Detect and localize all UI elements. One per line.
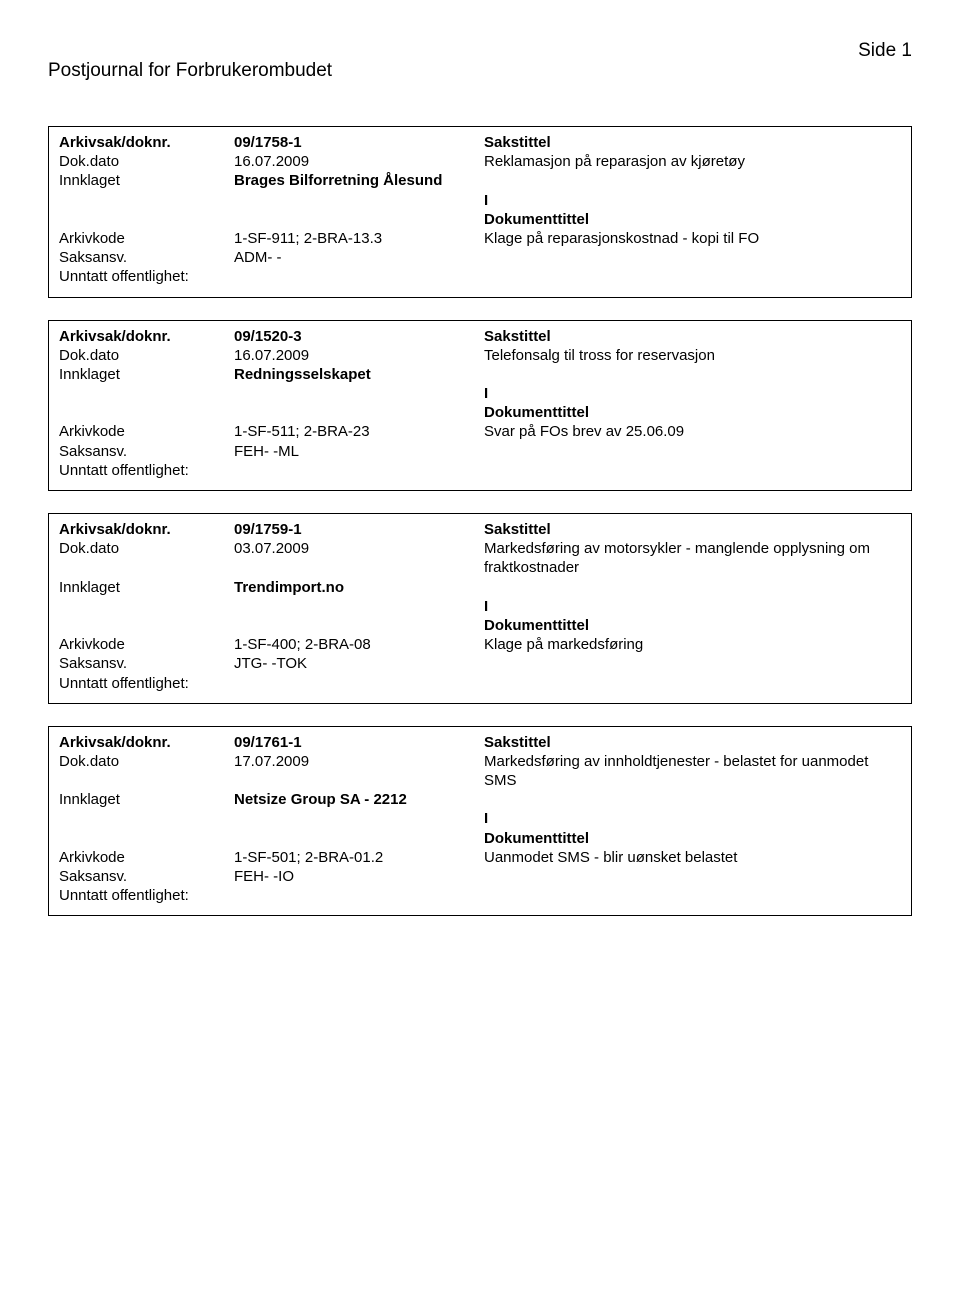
arkivsak-value: 09/1758-1 <box>234 133 484 152</box>
dokdato-value: 16.07.2009 <box>234 152 484 171</box>
sakstittel-value: Reklamasjon på reparasjon av kjøretøy <box>484 152 901 171</box>
page-number: Side 1 <box>858 40 912 62</box>
arkivsak-label: Arkivsak/doknr. <box>59 327 234 346</box>
arkivkode-value: 1-SF-911; 2-BRA-13.3 <box>234 229 484 248</box>
innklaget-label: Innklaget <box>59 171 234 190</box>
saksansv-value: FEH- -IO <box>234 867 484 886</box>
unntatt-label: Unntatt offentlighet: <box>59 886 189 905</box>
arkivkode-label: Arkivkode <box>59 229 234 248</box>
dokdato-label: Dok.dato <box>59 539 234 558</box>
innklaget-value: Brages Bilforretning Ålesund <box>234 171 484 190</box>
doktittel-value: Svar på FOs brev av 25.06.09 <box>484 422 901 441</box>
dokdato-label: Dok.dato <box>59 152 234 171</box>
arkivkode-label: Arkivkode <box>59 848 234 867</box>
doktittel-value: Klage på markedsføring <box>484 635 901 654</box>
io-value: I <box>484 597 901 616</box>
sakstittel-label: Sakstittel <box>484 733 901 752</box>
dokdato-label: Dok.dato <box>59 346 234 365</box>
saksansv-label: Saksansv. <box>59 654 234 673</box>
arkivkode-label: Arkivkode <box>59 422 234 441</box>
dokdato-value: 16.07.2009 <box>234 346 484 365</box>
sakstittel-label: Sakstittel <box>484 133 901 152</box>
arkivsak-value: 09/1520-3 <box>234 327 484 346</box>
saksansv-label: Saksansv. <box>59 442 234 461</box>
arkivsak-label: Arkivsak/doknr. <box>59 733 234 752</box>
journal-entry: Arkivsak/doknr. 09/1759-1 Sakstittel Dok… <box>48 513 912 704</box>
dokumenttittel-label: Dokumenttittel <box>484 829 901 848</box>
io-value: I <box>484 809 901 828</box>
arkivkode-label: Arkivkode <box>59 635 234 654</box>
innklaget-label: Innklaget <box>59 365 234 384</box>
dokumenttittel-label: Dokumenttittel <box>484 210 901 229</box>
io-value: I <box>484 384 901 403</box>
saksansv-label: Saksansv. <box>59 248 234 267</box>
unntatt-label: Unntatt offentlighet: <box>59 674 189 693</box>
sakstittel-value: Markedsføring av innholdtjenester - bela… <box>484 752 901 790</box>
dokdato-label: Dok.dato <box>59 752 234 771</box>
sakstittel-value: Markedsføring av motorsykler - manglende… <box>484 539 901 577</box>
dokumenttittel-label: Dokumenttittel <box>484 616 901 635</box>
dokdato-value: 03.07.2009 <box>234 539 484 558</box>
saksansv-value: FEH- -ML <box>234 442 484 461</box>
innklaget-value: Trendimport.no <box>234 578 484 597</box>
journal-title: Postjournal for Forbrukerombudet <box>48 60 332 82</box>
arkivsak-value: 09/1759-1 <box>234 520 484 539</box>
entries-container: Arkivsak/doknr. 09/1758-1 Sakstittel Dok… <box>48 126 912 916</box>
innklaget-value: Netsize Group SA - 2212 <box>234 790 484 809</box>
io-value: I <box>484 191 901 210</box>
arkivsak-label: Arkivsak/doknr. <box>59 520 234 539</box>
innklaget-label: Innklaget <box>59 578 234 597</box>
saksansv-value: ADM- - <box>234 248 484 267</box>
innklaget-label: Innklaget <box>59 790 234 809</box>
unntatt-label: Unntatt offentlighet: <box>59 267 189 286</box>
arkivsak-label: Arkivsak/doknr. <box>59 133 234 152</box>
journal-entry: Arkivsak/doknr. 09/1758-1 Sakstittel Dok… <box>48 126 912 298</box>
saksansv-label: Saksansv. <box>59 867 234 886</box>
doktittel-value: Uanmodet SMS - blir uønsket belastet <box>484 848 901 867</box>
journal-entry: Arkivsak/doknr. 09/1520-3 Sakstittel Dok… <box>48 320 912 492</box>
innklaget-value: Redningsselskapet <box>234 365 484 384</box>
arkivsak-value: 09/1761-1 <box>234 733 484 752</box>
unntatt-label: Unntatt offentlighet: <box>59 461 189 480</box>
dokdato-value: 17.07.2009 <box>234 752 484 771</box>
journal-entry: Arkivsak/doknr. 09/1761-1 Sakstittel Dok… <box>48 726 912 917</box>
saksansv-value: JTG- -TOK <box>234 654 484 673</box>
arkivkode-value: 1-SF-511; 2-BRA-23 <box>234 422 484 441</box>
sakstittel-label: Sakstittel <box>484 520 901 539</box>
arkivkode-value: 1-SF-501; 2-BRA-01.2 <box>234 848 484 867</box>
sakstittel-label: Sakstittel <box>484 327 901 346</box>
page-header: Postjournal for Forbrukerombudet Side 1 <box>48 40 912 82</box>
arkivkode-value: 1-SF-400; 2-BRA-08 <box>234 635 484 654</box>
doktittel-value: Klage på reparasjonskostnad - kopi til F… <box>484 229 901 248</box>
dokumenttittel-label: Dokumenttittel <box>484 403 901 422</box>
sakstittel-value: Telefonsalg til tross for reservasjon <box>484 346 901 365</box>
